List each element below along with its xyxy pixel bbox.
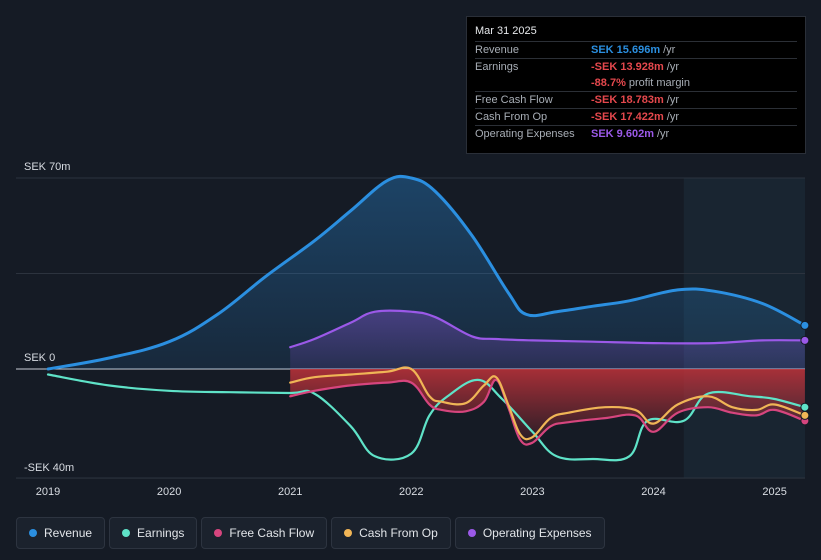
legend: Revenue Earnings Free Cash Flow Cash From O… (16, 517, 605, 549)
earnings-end-point (800, 402, 810, 412)
legend-dot-icon (467, 529, 476, 537)
legend-item-free-cash-flow[interactable]: Free Cash Flow (201, 517, 328, 549)
cash-from-op-line (289, 366, 806, 441)
x-tick-label: 2023 (520, 486, 544, 498)
tooltip-row-label: Revenue (475, 44, 520, 56)
legend-label: Earnings (137, 526, 185, 540)
tooltip-row: Operating Expenses SEK 9.602m/yr (475, 125, 797, 142)
tooltip-row-unit: /yr (656, 128, 670, 140)
y-tick-label: SEK 70m (24, 161, 70, 173)
tooltip-row-value: SEK 9.602m (591, 128, 654, 140)
free-cash-flow-line (289, 378, 806, 446)
tooltip-row-label: Free Cash Flow (475, 94, 553, 106)
legend-dot-icon (214, 529, 223, 537)
tooltip-row: Cash From Op -SEK 17.422m/yr (475, 108, 797, 125)
tooltip-row: -88.7% profit margin (475, 75, 797, 91)
legend-label: Revenue (44, 526, 93, 540)
legend-item-revenue[interactable]: Revenue (16, 517, 106, 549)
tooltip-row-label: Earnings (475, 61, 519, 73)
tooltip-date: Mar 31 2025 (475, 25, 537, 37)
tooltip-row-value: -SEK 13.928m (591, 61, 664, 73)
earnings-line (46, 373, 806, 462)
revenue-area (48, 176, 805, 369)
tooltip-row-value: -SEK 17.422m (591, 111, 664, 123)
tooltip-row-value: SEK 15.696m (591, 44, 661, 56)
tooltip-row-label: Operating Expenses (475, 128, 575, 140)
legend-dot-icon (344, 529, 353, 537)
y-tick-label: -SEK 40m (24, 462, 74, 474)
axis-labels: SEK 70m SEK 0 -SEK 40m 2019 2020 2021 2022 2023… (24, 161, 787, 498)
y-tick-label: SEK 0 (24, 352, 55, 364)
legend-item-operating-expenses[interactable]: Operating Expenses (454, 517, 605, 549)
revenue-line (46, 174, 807, 371)
area-fills (48, 176, 805, 445)
legend-dot-icon (29, 529, 37, 537)
legend-item-earnings[interactable]: Earnings (109, 517, 198, 549)
tooltip-row: Free Cash Flow -SEK 18.783m/yr (475, 91, 797, 108)
tooltip-row-value: -88.7% (591, 77, 626, 89)
tooltip-row-value: -SEK 18.783m (591, 94, 664, 106)
x-tick-label: 2024 (641, 486, 665, 498)
x-tick-label: 2022 (399, 486, 423, 498)
legend-item-cash-from-op[interactable]: Cash From Op (331, 517, 451, 549)
tooltip-rows: Revenue SEK 15.696m/yr Earnings -SEK 13.928… (475, 41, 797, 142)
series-lines (46, 174, 810, 462)
tooltip-row-unit: /yr (666, 111, 679, 123)
operating-expenses-area (290, 310, 805, 369)
tooltip-row-unit: profit margin (628, 77, 690, 89)
tooltip-panel: Mar 31 2025 Revenue SEK 15.696m/yr Earning… (466, 16, 806, 154)
legend-label: Free Cash Flow (229, 526, 315, 540)
tooltip-row: Earnings -SEK 13.928m/yr (475, 58, 797, 75)
legend-label: Operating Expenses (482, 526, 592, 540)
tooltip-row-unit: /yr (666, 61, 679, 73)
operating-expenses-end-point (800, 335, 810, 345)
x-tick-label: 2025 (762, 486, 786, 498)
x-tick-label: 2020 (157, 486, 181, 498)
tooltip-row-label: Cash From Op (475, 111, 548, 123)
operating-expenses-line (289, 309, 806, 349)
free-cash-flow-area (290, 369, 805, 445)
tooltip-row: Revenue SEK 15.696m/yr (475, 41, 797, 58)
legend-label: Cash From Op (359, 526, 438, 540)
legend-dot-icon (122, 529, 131, 537)
x-tick-label: 2021 (278, 486, 302, 498)
cash-from-op-end-point (800, 410, 810, 420)
revenue-end-point (800, 320, 810, 330)
x-tick-label: 2019 (36, 486, 60, 498)
tooltip-row-unit: /yr (663, 44, 676, 56)
tooltip-row-unit: /yr (666, 94, 679, 106)
